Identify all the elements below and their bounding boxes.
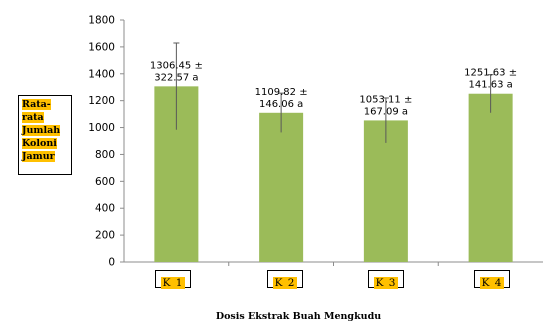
data-labels: 1306.45 ±322.57 a 1109.82 ±146.06 a 1053.1… [150,60,517,117]
bar [468,93,513,262]
bar [363,120,408,262]
x-axis-title: Dosis Ekstrak Buah Mengkudu [215,311,382,322]
y-axis-title-line: Jamur [22,151,55,162]
y-axis-title-line: Jumlah [22,125,61,136]
x-tick-label-k4: K 4 [474,270,510,289]
error-bars [173,42,494,143]
data-label: 322.57 a [154,72,198,83]
data-label: 1109.82 ± [255,87,308,98]
y-axis-title: Rata- rata Jumlah Koloni Jamur [18,95,72,175]
data-label: 1306.45 ± [150,60,203,71]
bar [259,112,304,262]
y-tick-label: 600 [95,176,115,188]
bar-series [154,86,513,262]
y-tick-label: 400 [95,203,115,215]
y-tick-label: 800 [95,149,115,161]
x-tick-label-k3: K 3 [368,270,404,289]
y-tick-label: 1400 [88,68,115,80]
x-tick-label-k2: K 2 [267,270,303,289]
y-tick-label: 1800 [88,15,115,27]
y-tick-label: 200 [95,230,115,242]
data-label: 141.63 a [468,80,512,91]
y-tick-label: 1600 [88,41,115,53]
y-axis-title-line: rata [22,112,44,123]
y-tick-label: 0 [108,257,115,269]
y-axis-title-line: Koloni [22,138,57,149]
data-label: 167.09 a [364,106,408,117]
data-label: 1251.63 ± [464,68,517,79]
x-tick-label-k1: K 1 [155,270,191,289]
data-label: 1053.11 ± [359,94,412,105]
y-tick-label: 1200 [88,95,115,107]
y-axis-title-line: Rata- [22,99,51,110]
data-label: 146.06 a [259,99,303,110]
y-axis-ticks: 0 200 400 600 800 1000 1200 1400 1600 1800 [88,15,124,269]
y-tick-label: 1000 [88,122,115,134]
